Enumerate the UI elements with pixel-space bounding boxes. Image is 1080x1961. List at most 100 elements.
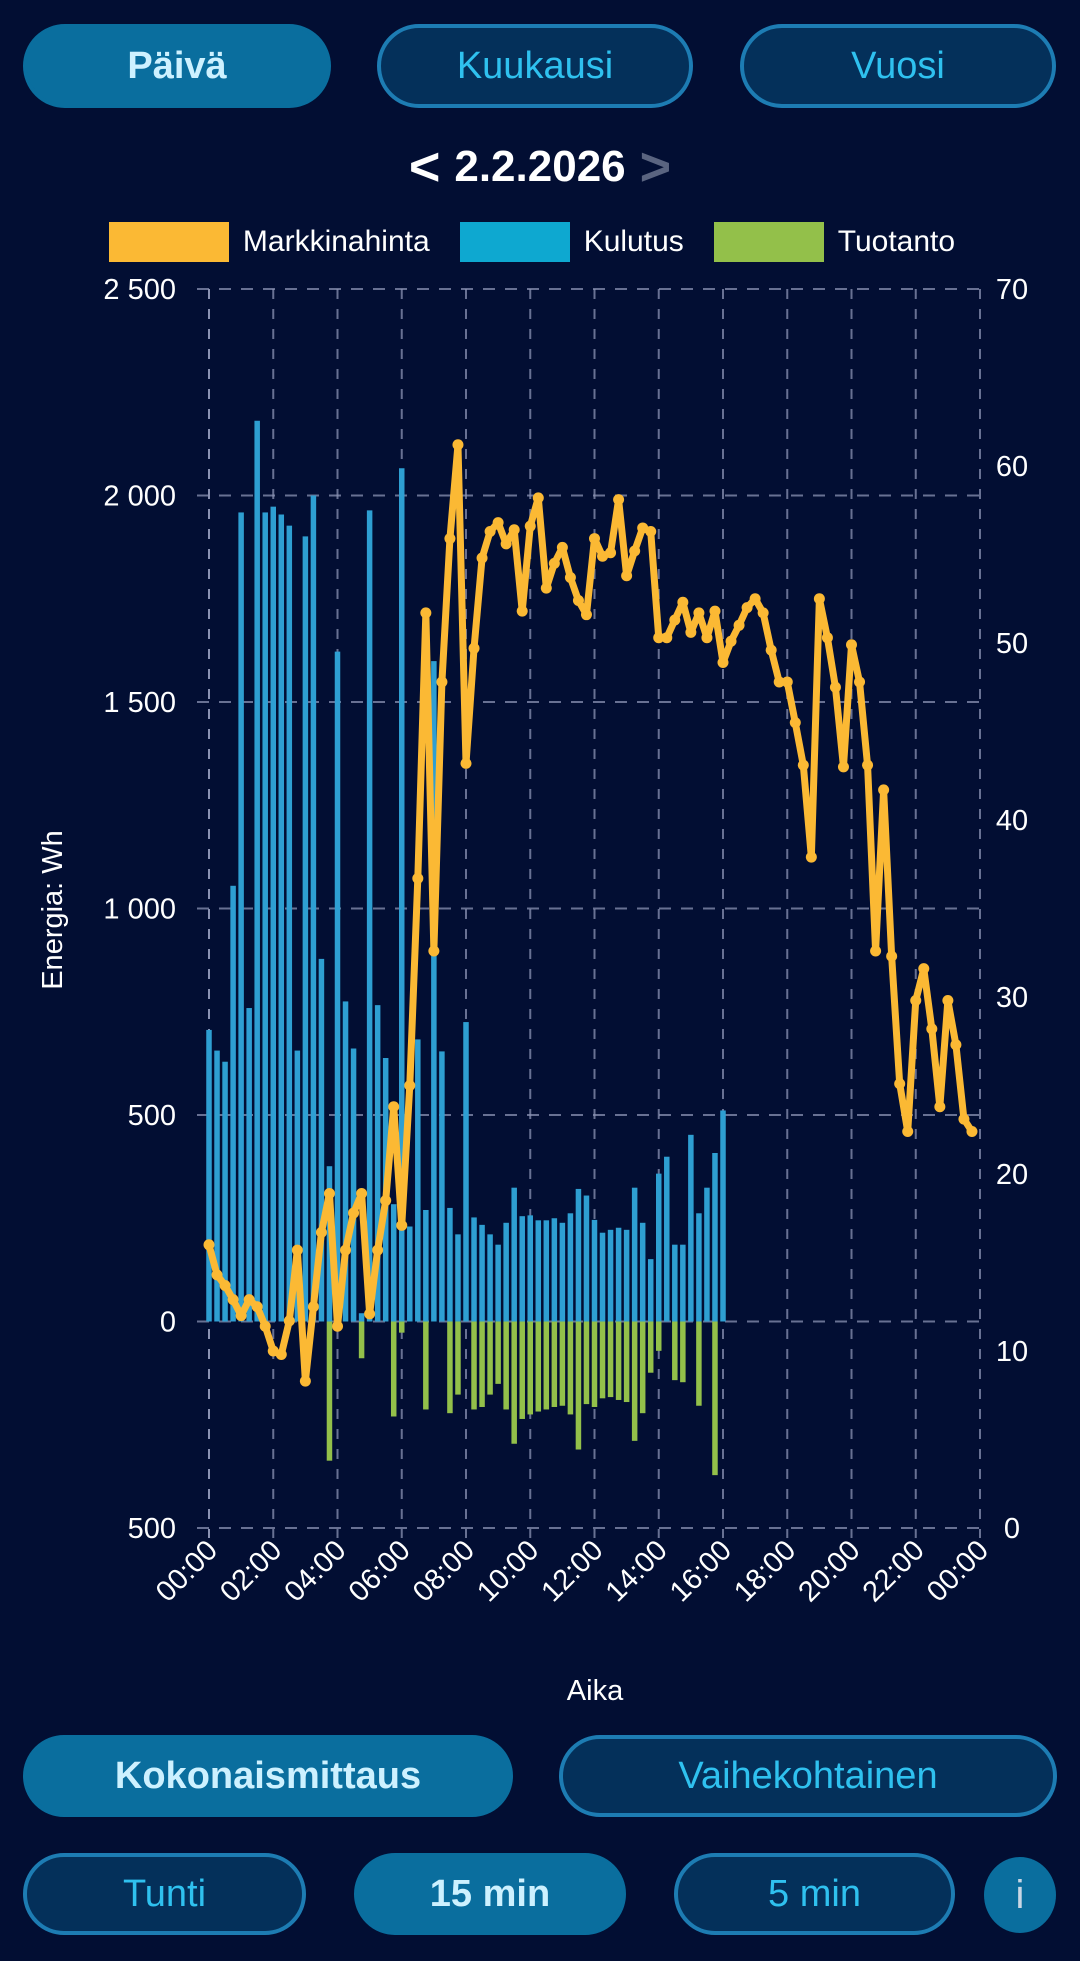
consumption-bar bbox=[294, 1050, 301, 1322]
per-phase-button[interactable]: Vaihekohtainen bbox=[559, 1735, 1057, 1817]
production-bar bbox=[639, 1321, 646, 1414]
price-point bbox=[789, 717, 801, 729]
production-bar bbox=[511, 1321, 517, 1444]
price-point bbox=[396, 1219, 408, 1231]
production-bar bbox=[680, 1321, 686, 1383]
date-navigation: < 2.2.2026 > bbox=[0, 136, 1080, 198]
production-bar bbox=[567, 1321, 574, 1415]
production-bar bbox=[390, 1321, 397, 1417]
price-point bbox=[894, 1078, 906, 1090]
production-bar bbox=[559, 1321, 566, 1406]
production-bar bbox=[575, 1321, 582, 1450]
price-line bbox=[203, 439, 978, 1387]
price-point bbox=[307, 1301, 319, 1313]
consumption-bar bbox=[688, 1134, 694, 1322]
price-point bbox=[492, 517, 504, 529]
price-point bbox=[813, 593, 825, 605]
y2-tick-label: 70 bbox=[996, 274, 1028, 306]
price-point bbox=[540, 582, 552, 594]
price-point bbox=[677, 596, 689, 608]
production-bar bbox=[447, 1321, 453, 1414]
production-bar bbox=[696, 1321, 702, 1406]
price-point bbox=[476, 552, 488, 564]
consumption-bar bbox=[334, 651, 341, 1322]
x-tick-label: 12:00 bbox=[536, 1534, 610, 1608]
tab-month[interactable]: Kuukausi bbox=[377, 24, 693, 108]
price-point bbox=[452, 439, 464, 451]
legend-item-consumption[interactable]: Kulutus bbox=[459, 222, 684, 262]
consumption-bar bbox=[262, 512, 268, 1322]
price-point bbox=[404, 1080, 416, 1091]
resolution-15min-button[interactable]: 15 min bbox=[354, 1853, 626, 1935]
chevron-right-icon[interactable]: > bbox=[639, 137, 672, 197]
consumption-bar bbox=[696, 1213, 702, 1322]
price-point bbox=[219, 1280, 231, 1292]
y2-tick-label: 0 bbox=[1004, 1513, 1020, 1545]
price-point bbox=[862, 759, 874, 771]
price-point bbox=[283, 1315, 295, 1327]
price-point bbox=[781, 676, 793, 688]
price-point bbox=[484, 525, 496, 537]
consumption-bar bbox=[599, 1232, 606, 1322]
price-point bbox=[805, 851, 817, 863]
price-point bbox=[717, 656, 729, 668]
legend-item-production[interactable]: Tuotanto bbox=[713, 222, 955, 262]
consumption-bar bbox=[463, 1022, 469, 1322]
consumption-bar bbox=[567, 1213, 574, 1322]
chevron-left-icon[interactable]: < bbox=[408, 137, 441, 197]
consumption-bar bbox=[527, 1215, 533, 1322]
production-bar bbox=[583, 1321, 590, 1405]
price-point bbox=[918, 963, 930, 975]
production-bar bbox=[479, 1321, 485, 1407]
consumption-bar bbox=[631, 1187, 638, 1322]
price-point bbox=[275, 1349, 287, 1361]
consumption-bar bbox=[656, 1173, 662, 1322]
production-bar bbox=[599, 1321, 606, 1399]
production-bar bbox=[543, 1321, 550, 1410]
price-point bbox=[251, 1301, 263, 1313]
consumption-bar bbox=[358, 1313, 365, 1322]
price-point bbox=[669, 614, 681, 626]
price-point bbox=[685, 626, 697, 638]
production-bar bbox=[656, 1321, 662, 1351]
consumption-bar bbox=[206, 1029, 212, 1322]
legend-item-price[interactable]: Markkinahinta bbox=[108, 222, 430, 262]
consumption-bar bbox=[374, 1005, 381, 1322]
total-measurement-button[interactable]: Kokonaismittaus bbox=[23, 1735, 513, 1817]
price-point bbox=[348, 1207, 360, 1219]
price-point bbox=[709, 605, 721, 617]
info-button[interactable]: i bbox=[984, 1857, 1056, 1933]
price-point bbox=[797, 759, 809, 771]
price-point bbox=[749, 593, 761, 605]
legend-swatch-price bbox=[108, 222, 229, 262]
consumption-bar bbox=[342, 1001, 349, 1322]
consumption-bar bbox=[455, 1234, 461, 1322]
production-bar bbox=[423, 1321, 429, 1410]
resolution-5min-button[interactable]: 5 min bbox=[674, 1853, 955, 1935]
price-point bbox=[211, 1269, 223, 1281]
production-bar bbox=[551, 1321, 558, 1407]
price-point bbox=[372, 1244, 384, 1256]
resolution-hour-button[interactable]: Tunti bbox=[23, 1853, 306, 1935]
price-point bbox=[950, 1039, 962, 1051]
consumption-bar bbox=[551, 1218, 558, 1322]
price-point bbox=[460, 757, 472, 769]
production-bar bbox=[607, 1321, 614, 1398]
current-date: 2.2.2026 bbox=[454, 142, 626, 191]
price-point bbox=[420, 607, 432, 619]
price-point bbox=[508, 524, 520, 536]
consumption-bar bbox=[503, 1222, 509, 1322]
y-tick-label: 2 000 bbox=[103, 481, 176, 513]
production-bar bbox=[487, 1321, 493, 1395]
price-point bbox=[725, 635, 737, 647]
price-point bbox=[235, 1310, 247, 1322]
price-point bbox=[500, 538, 512, 550]
tab-year[interactable]: Vuosi bbox=[740, 24, 1056, 108]
consumption-bar bbox=[487, 1234, 493, 1322]
price-point bbox=[837, 761, 849, 773]
consumption-bar bbox=[399, 468, 405, 1322]
consumption-bar bbox=[615, 1227, 622, 1322]
price-point bbox=[733, 619, 745, 631]
tab-day[interactable]: Päivä bbox=[23, 24, 331, 108]
consumption-bar bbox=[254, 420, 260, 1322]
